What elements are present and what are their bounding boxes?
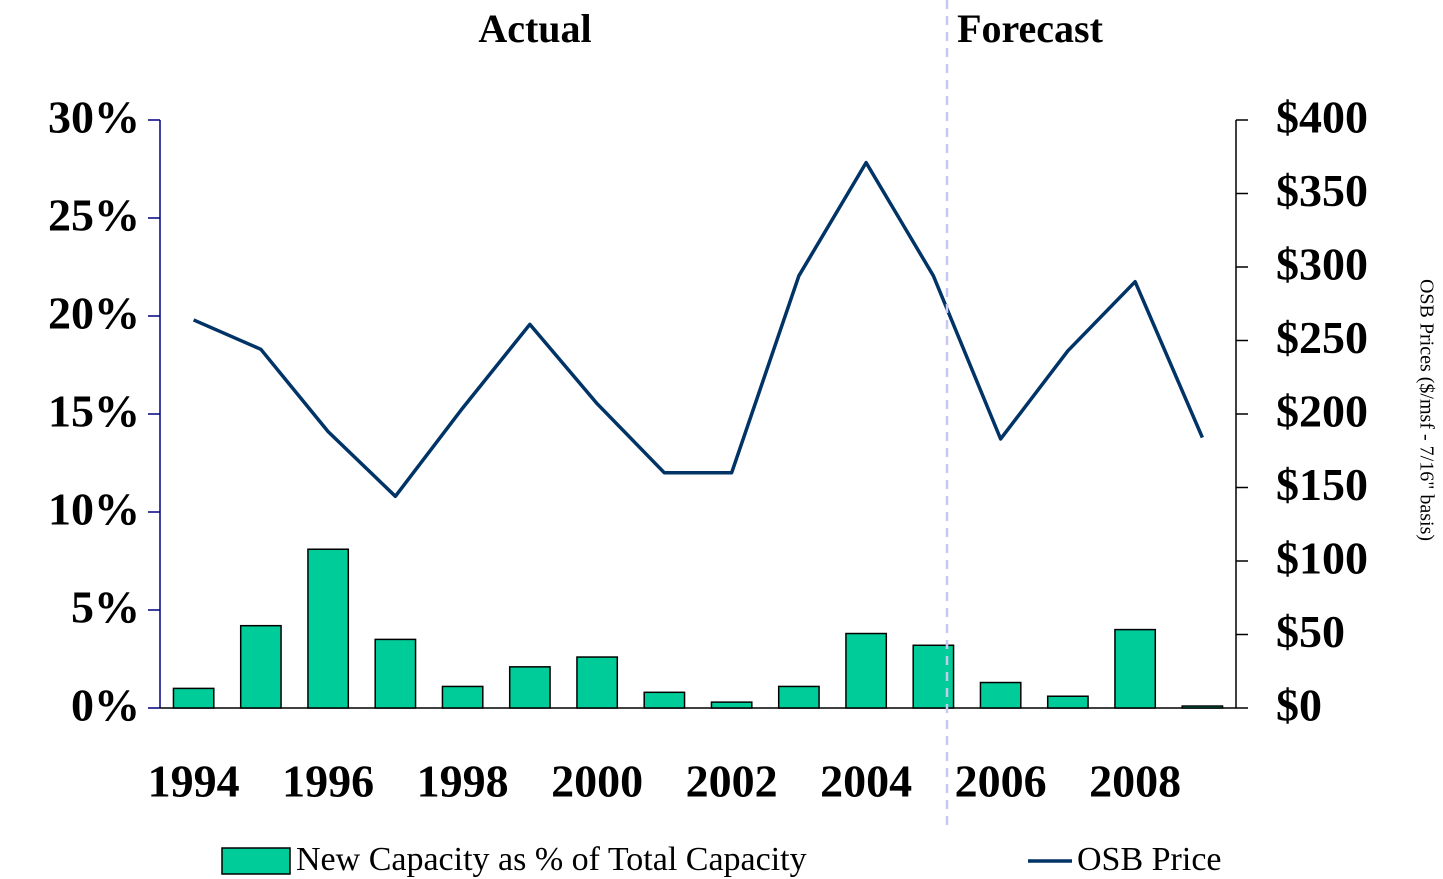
y2-tick-label: $350 <box>1276 165 1368 216</box>
y-tick-label: 25% <box>48 190 140 241</box>
x-tick-label: 2006 <box>955 756 1047 807</box>
y2-tick-label: $300 <box>1276 239 1368 290</box>
y-tick-label: 20% <box>48 288 140 339</box>
y-tick-label: 10% <box>48 484 140 535</box>
bar <box>576 656 619 709</box>
bar <box>1046 695 1089 709</box>
y-tick-label: 0% <box>71 680 140 731</box>
bar <box>508 666 551 709</box>
bar <box>845 632 888 709</box>
y-tick-label: 15% <box>48 386 140 437</box>
bar <box>307 548 350 709</box>
y-tick-label: 5% <box>71 582 140 633</box>
y2-tick-label: $200 <box>1276 386 1368 437</box>
y2-tick-label: $50 <box>1276 606 1345 657</box>
bar <box>643 691 686 709</box>
y-tick-label: 30% <box>48 92 140 143</box>
y2-tick-label: $0 <box>1276 680 1322 731</box>
legend-label: OSB Price <box>1077 841 1222 878</box>
y2-tick-label: $400 <box>1276 92 1368 143</box>
bar <box>374 638 417 709</box>
x-tick-label: 2002 <box>686 756 778 807</box>
bar <box>1181 705 1224 709</box>
annotation: Forecast <box>957 6 1104 51</box>
bar <box>239 624 282 709</box>
x-tick-label: 2008 <box>1089 756 1181 807</box>
bar <box>979 681 1022 709</box>
x-tick-label: 1996 <box>282 756 374 807</box>
legend-swatch <box>221 847 291 875</box>
bar <box>710 701 753 709</box>
y2-axis-label: OSB Prices ($/msf - 7/16" basis) <box>1415 279 1437 541</box>
annotation: Actual <box>478 6 591 51</box>
x-tick-label: 1994 <box>148 756 240 807</box>
legend-label: New Capacity as % of Total Capacity <box>296 841 807 878</box>
bar <box>441 685 484 709</box>
y2-tick-label: $100 <box>1276 533 1368 584</box>
bar <box>1114 628 1157 709</box>
line <box>192 160 1204 499</box>
x-tick-label: 1998 <box>417 756 509 807</box>
x-tick-label: 2000 <box>551 756 643 807</box>
bar <box>172 687 215 709</box>
y2-tick-label: $150 <box>1276 459 1368 510</box>
y2-tick-label: $250 <box>1276 312 1368 363</box>
bar <box>777 685 820 709</box>
x-tick-label: 2004 <box>820 756 912 807</box>
